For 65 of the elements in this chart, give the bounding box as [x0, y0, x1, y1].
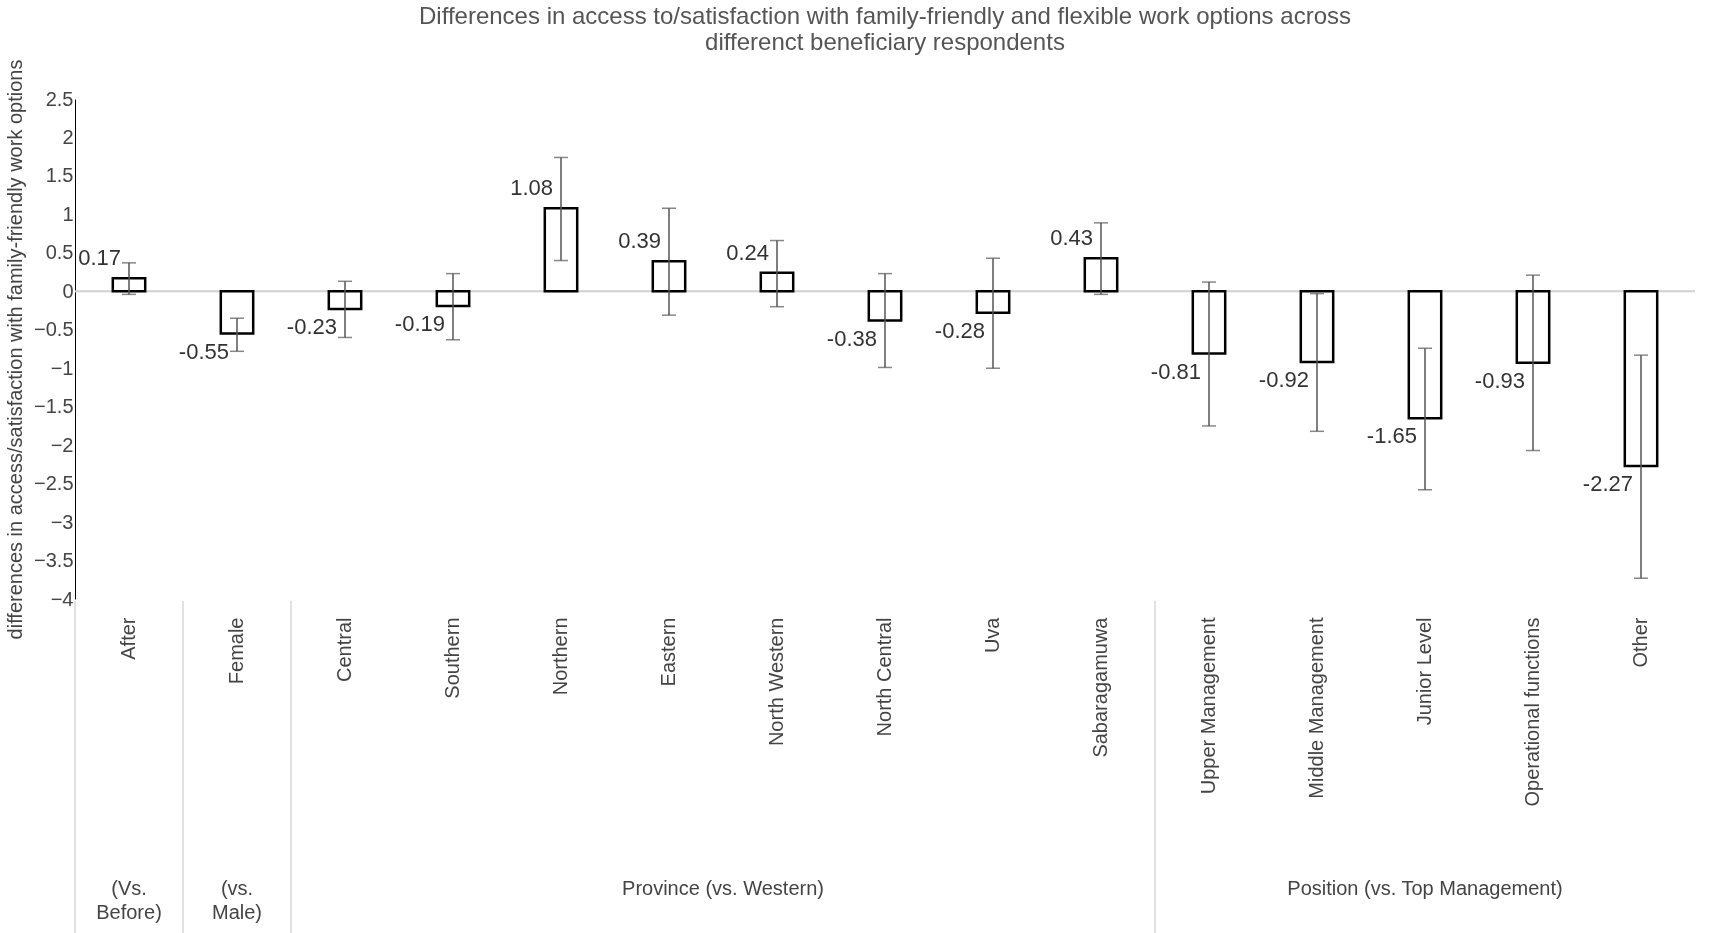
bar — [543, 206, 579, 293]
text: (Vs. Before) — [96, 877, 162, 923]
data-label: 1.08 — [510, 175, 553, 201]
x-tick-label: Eastern — [657, 617, 679, 687]
text: Province (vs. Western) — [622, 877, 824, 899]
y-tick-label: 0 — [62, 279, 74, 302]
x-tick-label: Middle Management — [1305, 617, 1327, 799]
bar — [219, 290, 255, 335]
data-label: 0.17 — [78, 245, 121, 271]
text: Position (vs. Top Management) — [1287, 877, 1563, 899]
y-tick-label: 2.5 — [45, 87, 74, 110]
y-tick-label: −4 — [50, 587, 74, 610]
text: (vs. Male) — [211, 877, 263, 923]
data-label: -0.38 — [826, 325, 877, 351]
y-tick-label: 1 — [62, 202, 74, 225]
data-label: -0.28 — [934, 317, 985, 343]
data-label: -2.27 — [1582, 470, 1633, 496]
x-tick-label: Other — [1629, 617, 1651, 668]
x-tick-label: Northern — [549, 617, 571, 696]
bar — [1299, 290, 1335, 364]
x-tick-label: Uva — [981, 616, 1003, 654]
y-tick-label: 1.5 — [45, 164, 74, 187]
bar — [975, 290, 1011, 315]
data-label: -0.93 — [1474, 367, 1525, 393]
bar — [111, 276, 147, 293]
x-tick-label: Southern — [441, 617, 463, 699]
x-tick-label: Junior Level — [1413, 617, 1435, 726]
y-tick-label: −1.5 — [34, 395, 74, 418]
x-tick-label: Female — [225, 617, 247, 685]
y-tick-label: −3.5 — [34, 549, 74, 572]
y-tick-label: −0.5 — [34, 318, 74, 341]
bar — [867, 290, 903, 322]
data-label: 0.43 — [1050, 225, 1093, 251]
x-tick-label: Operational functions — [1521, 617, 1543, 807]
y-axis-title: differences in access/satisfaction with family-friendly work options — [4, 59, 27, 640]
y-tick-label: −1 — [50, 356, 74, 379]
y-tick-label: −2 — [50, 433, 74, 456]
x-tick-label: Upper Management — [1197, 617, 1219, 795]
x-tick-label: North Central — [873, 617, 895, 737]
x-tick-label: Sabaragamuwa — [1089, 616, 1111, 758]
bar — [1407, 290, 1443, 420]
bar — [1623, 290, 1659, 468]
data-label: -0.19 — [394, 310, 445, 336]
bar — [759, 271, 795, 293]
x-tick-label: After — [117, 617, 139, 660]
x-tick-label: Central — [333, 617, 355, 682]
data-label: 0.39 — [618, 228, 661, 254]
data-label: -0.92 — [1258, 367, 1309, 393]
bar — [1515, 290, 1551, 365]
bar — [435, 290, 471, 308]
bar — [1083, 256, 1119, 293]
chart-title: Differences in access to/satisfaction with family-friendly and flexible work options across differenct beneficiary respondents — [419, 2, 1351, 56]
y-tick-label: −2.5 — [34, 472, 74, 495]
data-label: 0.24 — [726, 239, 769, 265]
y-tick-label: 0.5 — [45, 241, 74, 264]
data-label: -0.55 — [178, 338, 229, 364]
y-tick-label: 2 — [62, 125, 74, 148]
y-tick-label: −3 — [50, 510, 74, 533]
data-label: -1.65 — [1366, 423, 1417, 449]
x-tick-label: North Western — [765, 617, 787, 747]
data-label: -0.81 — [1150, 358, 1201, 384]
bar — [651, 260, 687, 293]
bar — [1191, 290, 1227, 355]
bar — [327, 290, 363, 311]
data-label: -0.23 — [286, 314, 337, 339]
